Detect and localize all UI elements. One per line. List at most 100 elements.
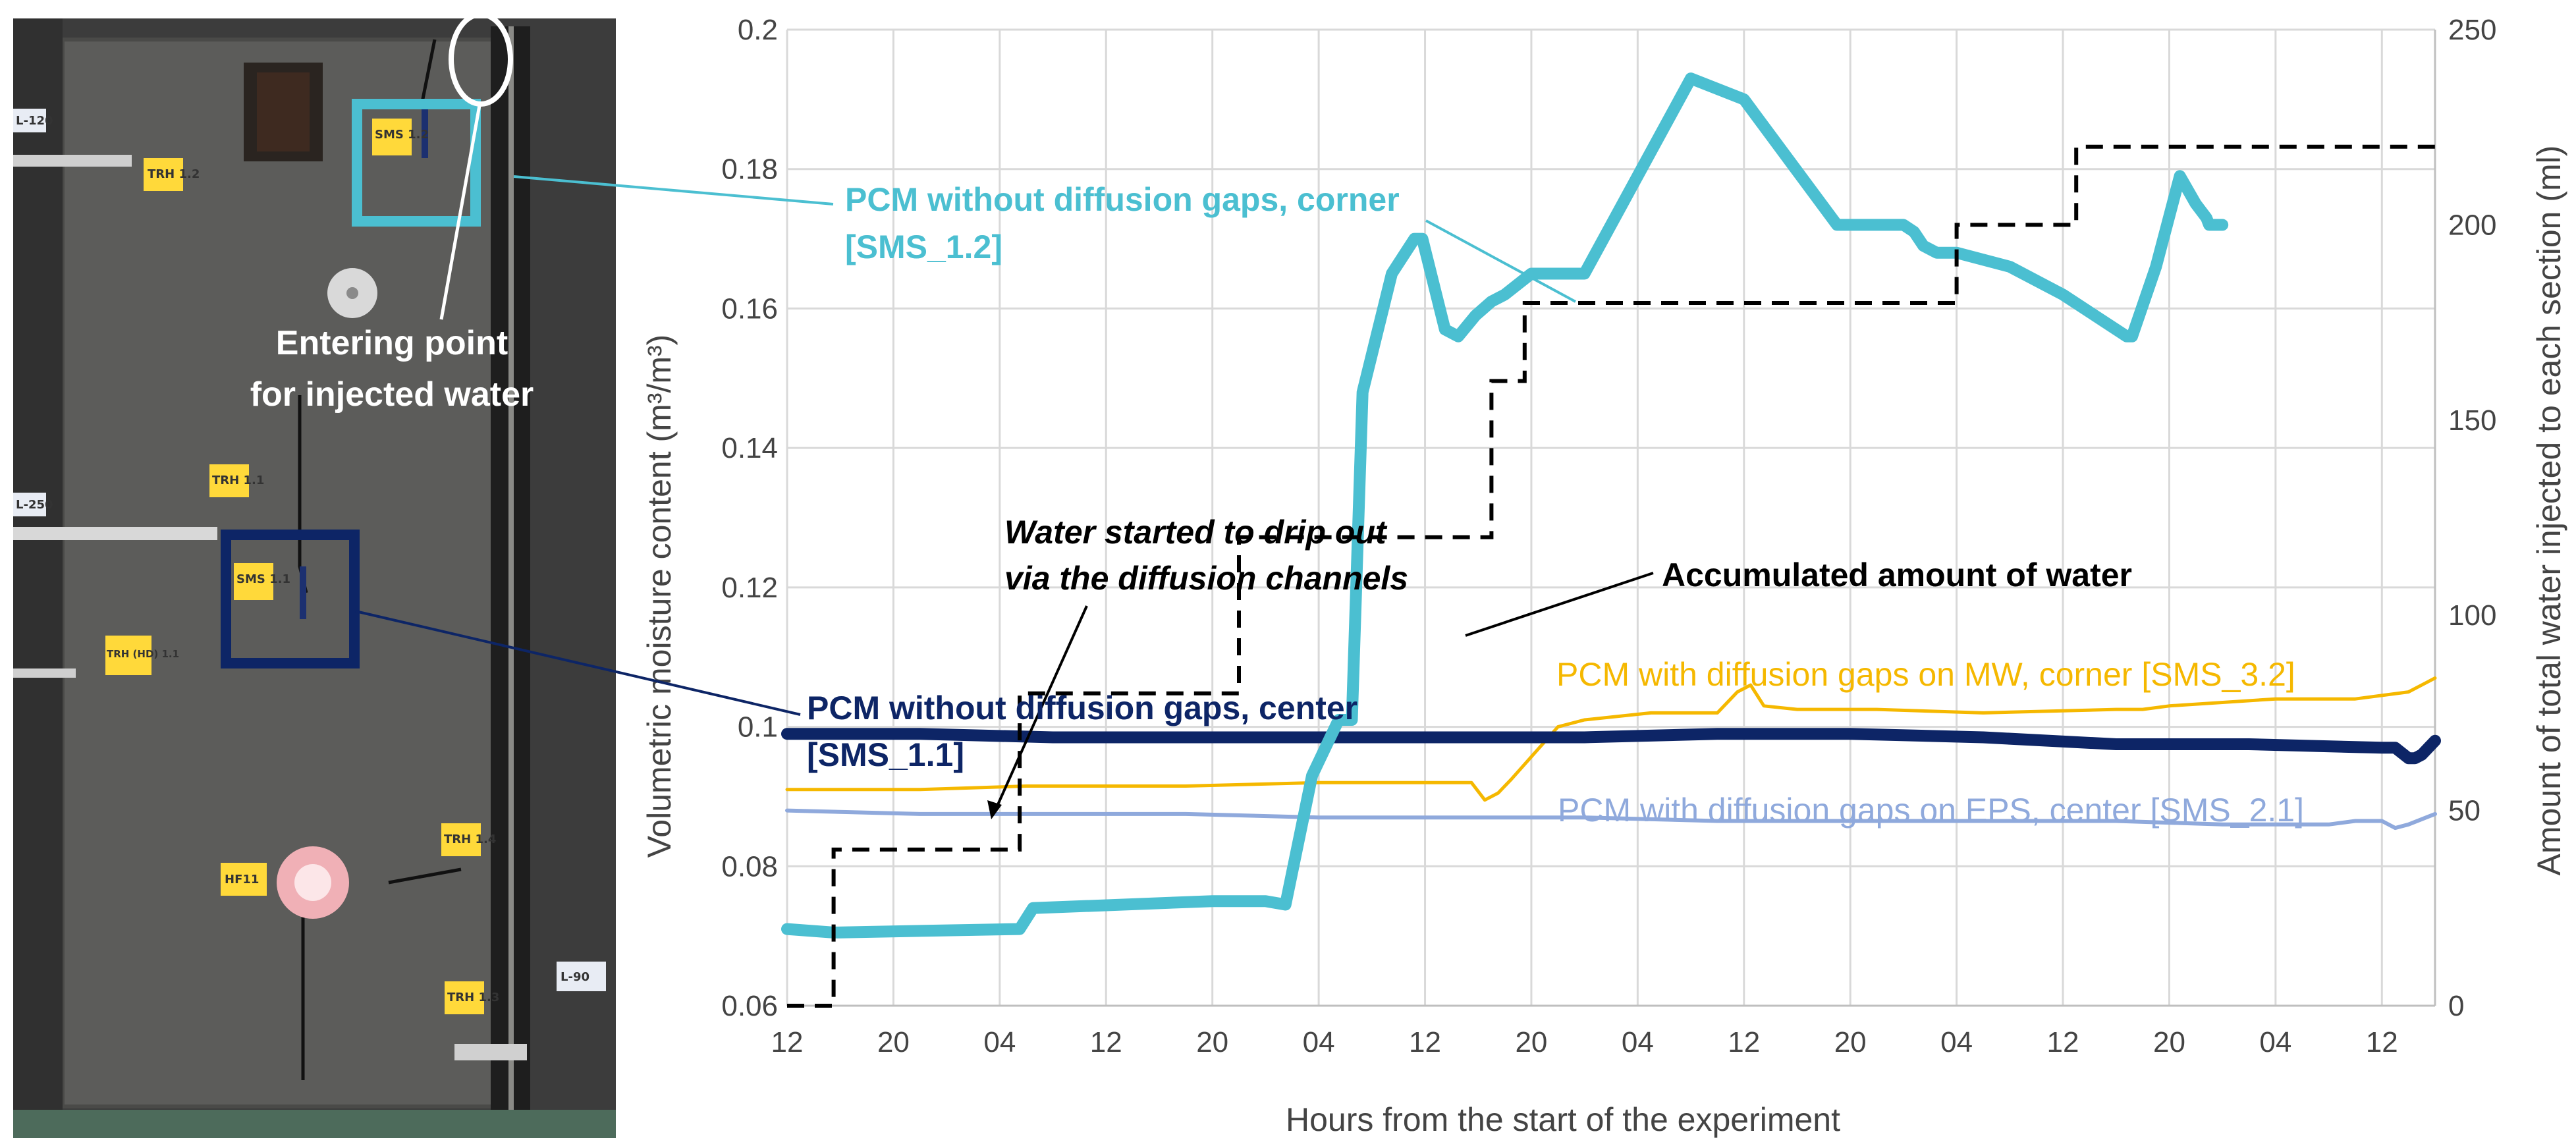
tick-labels: 0.06 0.08 0.1 0.12 0.14 0.16 0.18 0.2 0 50 100 150 2… — [721, 14, 2496, 1058]
tag-trh12-bg — [144, 158, 183, 191]
vent-center — [346, 287, 358, 299]
tag-l250-bg — [13, 493, 46, 516]
gridlines — [786, 28, 2435, 1007]
entry-point-ellipse — [449, 12, 513, 107]
series-sms-3-2 — [785, 676, 2437, 802]
tag-trh-hd-bg — [105, 636, 151, 675]
tag-sms11-bg — [234, 563, 273, 600]
tag-sms12-bg — [372, 119, 412, 155]
entry-point-label-line2: for injected water — [250, 375, 534, 414]
entry-point-pointer — [439, 105, 481, 320]
axes — [787, 30, 2436, 1007]
y-left-tick-label: 0.16 — [721, 292, 778, 325]
test-wall-photo: L-120 TRH 1.2 SMS 1.2 L-250 TRH 1.1 SMS … — [0, 0, 616, 1143]
pipe-middle — [13, 527, 217, 540]
x-tick-label: 12 — [771, 1026, 804, 1058]
pipe-upper — [13, 155, 132, 167]
x-tick-label: 12 — [2047, 1026, 2079, 1058]
x-tick-label: 12 — [1090, 1026, 1122, 1058]
tag-trh11-bg — [209, 464, 249, 497]
tag-trh-hd: TRH (HD) 1.1 — [107, 648, 179, 660]
series-sms-1-2 — [781, 72, 2229, 939]
series-accumulated-water — [787, 144, 2435, 1008]
tag-l250: L-250 — [16, 498, 53, 512]
x-tick-label: 20 — [1515, 1026, 1547, 1058]
probe-sms-1-2 — [422, 105, 428, 158]
heat-flux-sensor-label — [294, 864, 331, 901]
highlight-box-sms-1-1 — [221, 530, 360, 668]
tag-sms12: SMS 1.2 — [375, 128, 429, 142]
frame-right-stripe — [508, 26, 514, 1120]
tag-hf11: HF11 — [225, 873, 259, 887]
x-tick-label: 12 — [2366, 1026, 2398, 1058]
sms21-label: PCM with diffusion gaps on EPS, center [… — [1558, 792, 2304, 829]
water-leader — [1465, 572, 1654, 637]
x-tick-label: 20 — [2153, 1026, 2185, 1058]
sms11-label-line1: PCM without diffusion gaps, center — [807, 690, 1357, 726]
x-tick-label: 04 — [1303, 1026, 1335, 1058]
x-tick-label: 04 — [1940, 1026, 1973, 1058]
y-left-tick-label: 0.06 — [721, 990, 778, 1022]
moisture-chart: 0.06 0.08 0.1 0.12 0.14 0.16 0.18 0.2 0 50 100 150 2… — [355, 14, 2567, 1138]
tag-l90: L-90 — [561, 970, 589, 984]
drip-label-line2: via the diffusion channels — [1004, 560, 1408, 597]
drip-arrow-head — [987, 800, 1002, 819]
sensor-wire-corner — [420, 39, 437, 106]
series-sms-1-1 — [781, 728, 2441, 765]
y-right-tick-label: 0 — [2448, 990, 2464, 1022]
water-label: Accumulated amount of water — [1662, 557, 2132, 593]
series-group — [781, 72, 2441, 1008]
frame-left — [13, 18, 63, 1138]
tag-trh11: TRH 1.1 — [212, 474, 264, 487]
tag-hf11-bg — [221, 863, 267, 896]
entry-point-label-line1: Entering point — [276, 324, 508, 362]
y-left-tick-label: 0.08 — [721, 850, 778, 883]
x-tick-label: 20 — [1196, 1026, 1228, 1058]
floor-edge — [13, 1110, 616, 1138]
insulation-panel — [63, 40, 524, 1106]
x-tick-label: 12 — [1728, 1026, 1760, 1058]
y-left-tick-label: 0.2 — [738, 14, 778, 46]
tag-trh13-bg — [445, 981, 484, 1014]
drip-arrow-line — [995, 605, 1088, 808]
y-right-tick-label: 100 — [2448, 599, 2496, 632]
pipe-lower — [13, 668, 76, 678]
x-tick-label: 04 — [1622, 1026, 1654, 1058]
sms12-label-line2: [SMS_1.2] — [845, 229, 1002, 265]
highlight-box-sms-1-2 — [352, 99, 481, 227]
y-right-tick-label: 150 — [2448, 404, 2496, 437]
x-axis-title: Hours from the start of the experiment — [1286, 1101, 1840, 1138]
probe-sms-1-1 — [300, 566, 306, 619]
x-tick-label: 20 — [877, 1026, 910, 1058]
sms12-leader-to-curve — [1425, 219, 1576, 303]
tag-trh13: TRH 1.3 — [447, 991, 499, 1004]
tag-l120: L-120 — [16, 114, 53, 128]
tag-trh14-bg — [441, 823, 481, 856]
x-tick-label: 04 — [2259, 1026, 2291, 1058]
y-axis-right-title: Amount of total water injected to each s… — [2531, 146, 2567, 876]
y-axis-left-title: Volumetric moisture content (m³/m³) — [641, 335, 678, 858]
tag-sms11: SMS 1.1 — [236, 572, 290, 586]
sms12-label-line1: PCM without diffusion gaps, corner — [845, 181, 1400, 218]
sms11-label-line2: [SMS_1.1] — [807, 736, 964, 773]
sms12-leader-to-photo — [513, 175, 834, 205]
sensor-wire-flux — [388, 867, 462, 885]
y-left-tick-label: 0.18 — [721, 153, 778, 186]
series-sms-2-1 — [785, 808, 2437, 831]
x-tick-label: 20 — [1834, 1026, 1867, 1058]
wall-opening-inner — [257, 72, 310, 151]
y-left-tick-label: 0.1 — [738, 711, 778, 744]
x-tick-label: 12 — [1409, 1026, 1441, 1058]
tag-l90-bg — [557, 962, 606, 991]
y-right-tick-label: 50 — [2448, 795, 2480, 827]
tag-trh14: TRH 1.4 — [444, 832, 496, 846]
sms11-leader-to-photo — [355, 610, 801, 716]
y-left-tick-label: 0.14 — [721, 432, 778, 464]
tag-l120-bg — [13, 109, 46, 132]
drip-label-line1: Water started to drip out — [1004, 514, 1388, 551]
x-tick-label: 04 — [983, 1026, 1016, 1058]
y-left-tick-label: 0.12 — [721, 572, 778, 604]
tag-trh12: TRH 1.2 — [148, 167, 200, 181]
